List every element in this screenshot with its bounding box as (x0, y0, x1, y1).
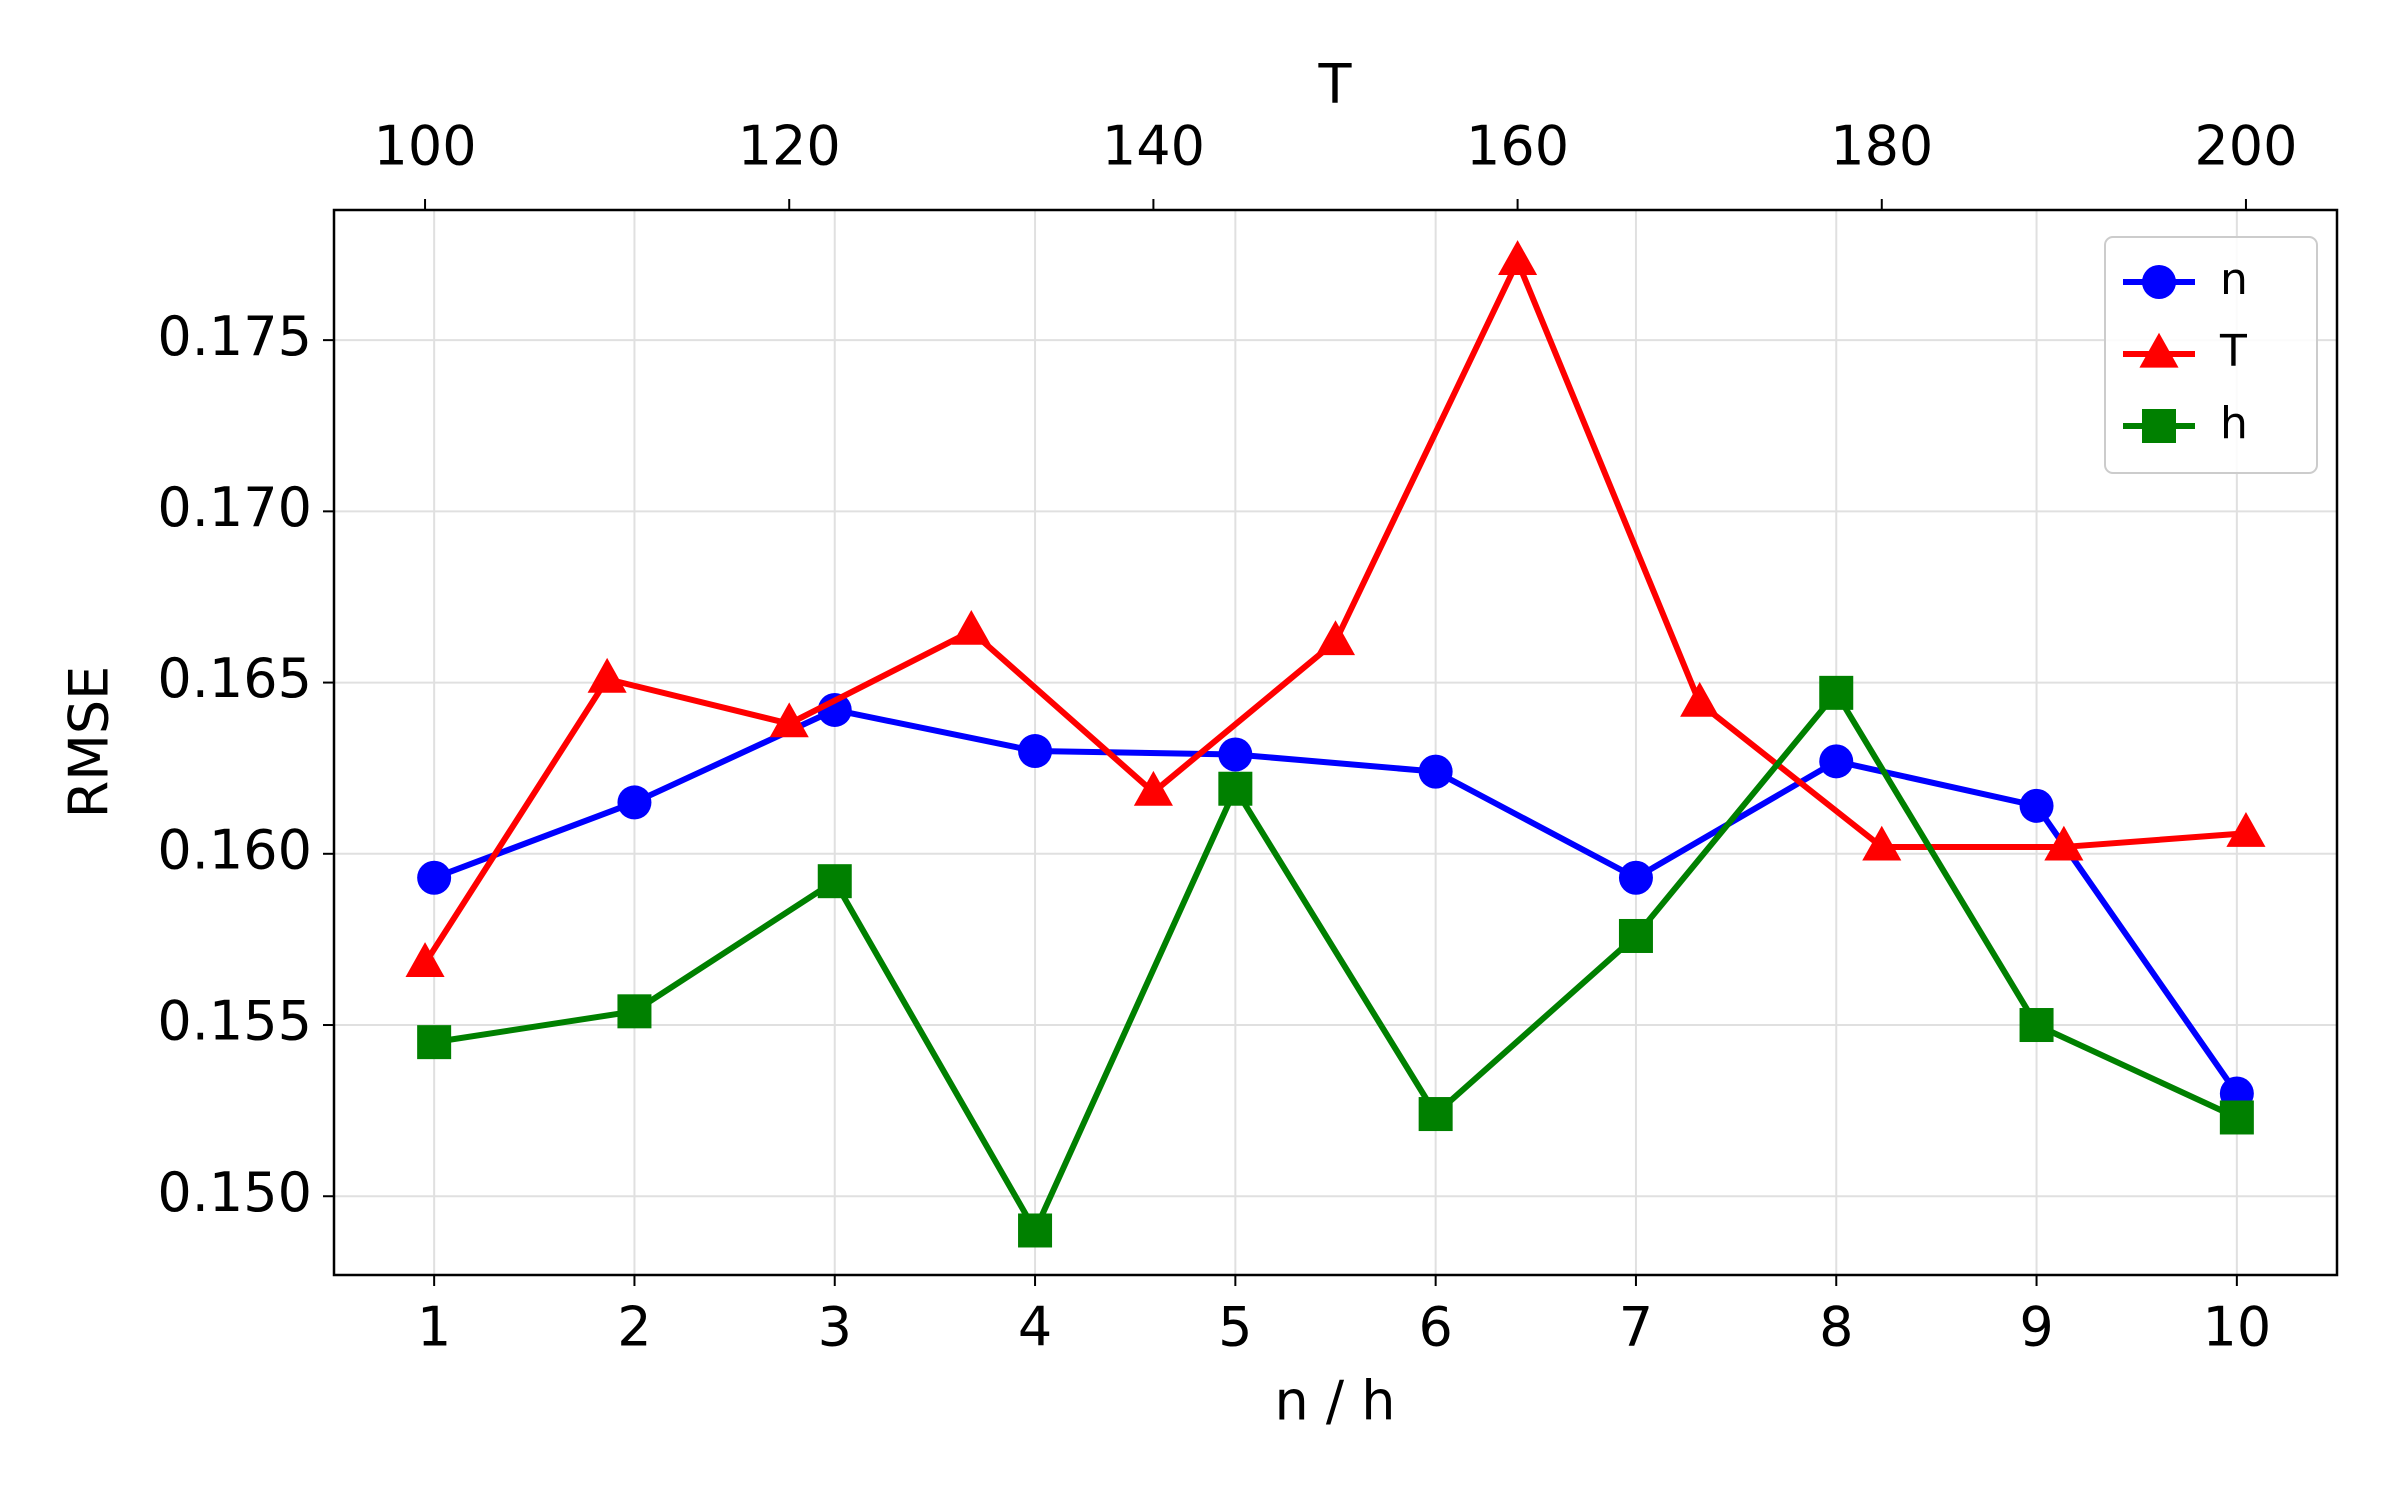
x-tick-label: 4 (1018, 1296, 1052, 1359)
x2-tick-label: 160 (1466, 115, 1569, 178)
data-point (1018, 734, 1053, 769)
x-tick-label: 3 (818, 1296, 852, 1359)
x-tick-label: 1 (417, 1296, 451, 1359)
x2-tick-label: 140 (1102, 115, 1205, 178)
y-axis-label: RMSE (58, 666, 121, 819)
y-tick-label: 0.155 (157, 990, 312, 1053)
data-point (1133, 770, 1173, 806)
data-point (1218, 737, 1253, 772)
x-tick-label: 5 (1218, 1296, 1252, 1359)
data-layer (405, 240, 2266, 1248)
legend-marker (2142, 265, 2176, 299)
data-point (2219, 1100, 2254, 1135)
data-point (1680, 681, 1720, 717)
data-point (1498, 240, 1538, 275)
legend: nTh (2104, 236, 2318, 474)
data-point (2226, 811, 2266, 847)
data-point (2044, 825, 2084, 861)
x2-tick-label: 200 (2194, 115, 2297, 178)
legend-label: T (2219, 326, 2247, 377)
data-point (1819, 675, 1854, 710)
grid-layer (334, 210, 2337, 1275)
x2-axis-label: T (1318, 53, 1353, 116)
data-point (2019, 788, 2054, 823)
data-point (587, 657, 627, 693)
data-point (769, 702, 809, 738)
series-line (433, 689, 2239, 1234)
x-axis-label: n / h (1275, 1370, 1396, 1433)
data-point (417, 1025, 452, 1060)
plot-frame (332, 208, 2339, 1277)
legend-label: n (2220, 254, 2248, 305)
x-tick-label: 6 (1418, 1296, 1452, 1359)
legend-marker (2139, 332, 2179, 368)
x2-tick-label: 180 (1830, 115, 1933, 178)
x-tick-label: 8 (1819, 1296, 1853, 1359)
data-point (1618, 860, 1653, 895)
data-point (1218, 771, 1253, 806)
data-point (1618, 918, 1653, 953)
x2-tick-label: 120 (738, 115, 841, 178)
data-point (2019, 1008, 2054, 1043)
y-tick-label: 0.175 (157, 305, 312, 368)
series-line (433, 706, 2240, 1096)
x-tick-label: 2 (617, 1296, 651, 1359)
x2-tick-label: 100 (374, 115, 477, 178)
data-point (1862, 825, 1902, 861)
data-point (417, 860, 452, 895)
y-tick-label: 0.165 (157, 647, 312, 710)
data-point (1418, 754, 1453, 789)
y-tick-label: 0.150 (157, 1161, 312, 1224)
data-point (1315, 620, 1356, 656)
x-tick-label: 10 (2202, 1296, 2271, 1359)
legend-label: h (2220, 398, 2248, 449)
data-point (1819, 744, 1854, 779)
data-point (1418, 1097, 1453, 1132)
data-point (817, 692, 852, 727)
x-tick-label: 7 (1619, 1296, 1653, 1359)
data-point (405, 942, 445, 977)
x-tick-label: 9 (2019, 1296, 2053, 1359)
data-point (1018, 1213, 1053, 1248)
data-point (617, 785, 652, 820)
data-point (817, 864, 852, 899)
data-point (951, 609, 991, 645)
y-tick-label: 0.160 (157, 818, 312, 881)
data-point (617, 994, 652, 1029)
legend-marker (2142, 409, 2176, 443)
y-tick-label: 0.170 (157, 476, 312, 539)
